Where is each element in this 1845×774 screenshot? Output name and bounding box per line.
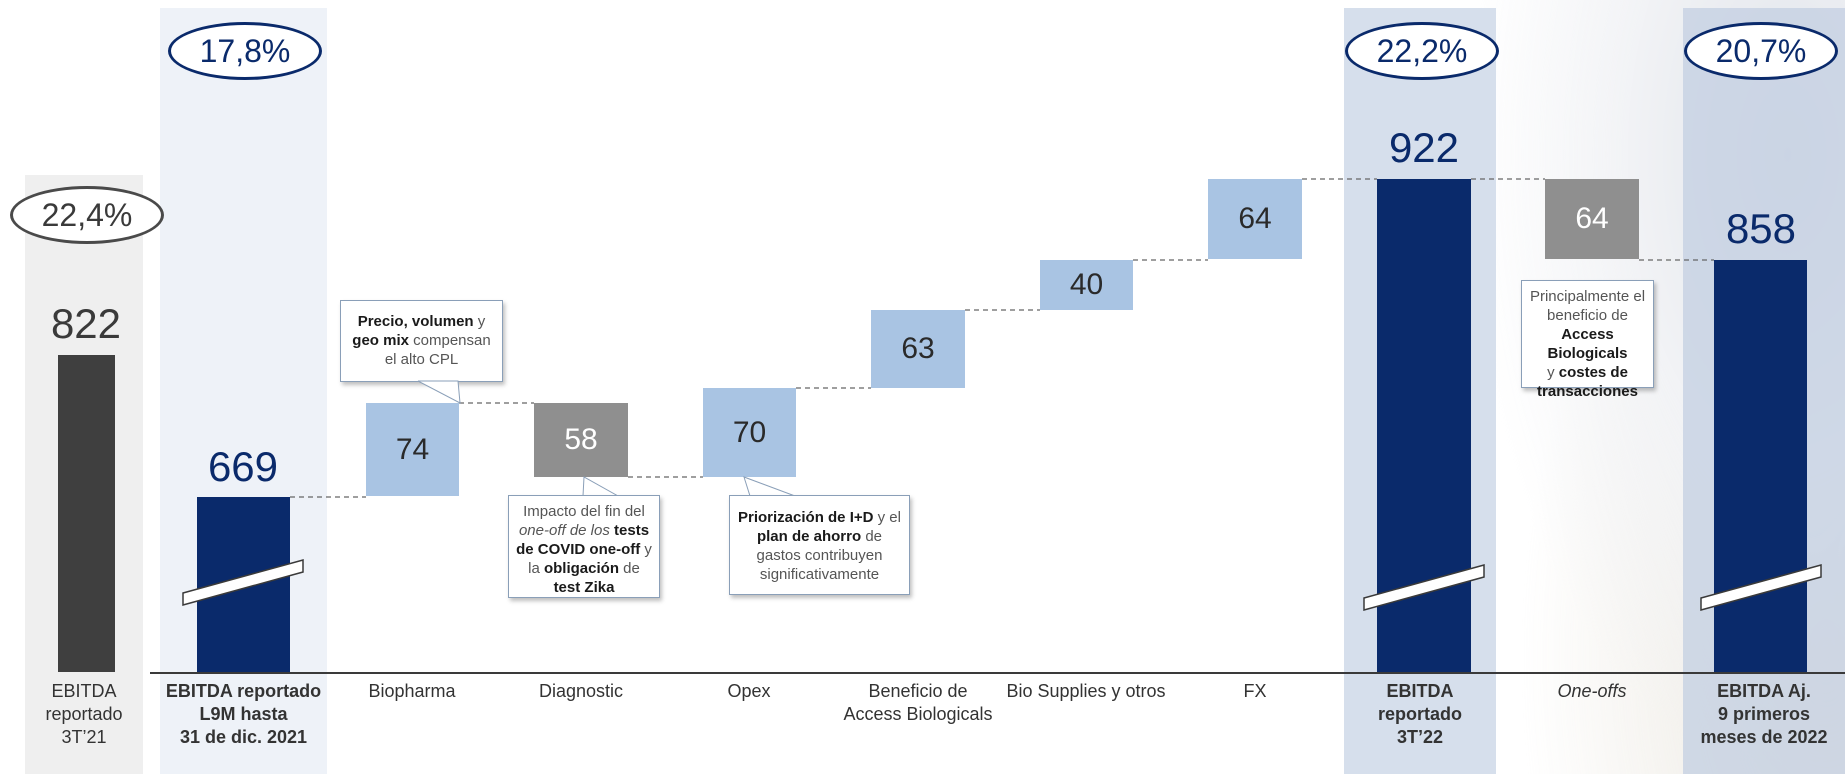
x-axis: [150, 672, 1845, 674]
category-diagnostic: Diagnostic: [538, 681, 624, 701]
axis-break-3t22: [1363, 564, 1485, 611]
value-diagnostic: 58: [564, 423, 598, 456]
axis-break-marks: [182, 559, 1822, 611]
callout-biopharma: Precio, volumen y geo mix compensan el a…: [340, 300, 503, 382]
axis-break-l9m: [182, 559, 304, 606]
callout-diagnostic: Impacto del fin del one-off de los tests…: [508, 495, 660, 598]
value-access-biologicals: 63: [901, 332, 935, 365]
step-access-biologicals: 63: [871, 310, 965, 388]
value-ebitda-3t22: 922: [1388, 124, 1460, 171]
category-access-biologicals: Beneficio de Access Biologicals: [843, 681, 993, 724]
step-biopharma: 74: [366, 403, 459, 496]
margin-badge-3t21: 22,4%: [10, 186, 164, 244]
value-bio-supplies: 40: [1069, 268, 1104, 301]
step-opex: 70: [703, 388, 796, 477]
value-ebitda-aj: 858: [1725, 205, 1797, 252]
step-diagnostic: 58: [534, 403, 628, 477]
axis-break-aj: [1700, 564, 1822, 611]
value-ebitda-3t21: 822: [50, 300, 122, 347]
step-bio-supplies: 40: [1040, 260, 1133, 310]
value-opex: 70: [732, 415, 767, 449]
margin-badge-3t22: 22,2%: [1345, 22, 1499, 80]
step-fx: 64: [1208, 179, 1302, 259]
value-ebitda-l9m: 669: [207, 443, 279, 490]
pointer-diagnostic: [582, 476, 620, 497]
bar-ebitda-3t21: [58, 355, 115, 672]
category-fx: FX: [1243, 681, 1267, 701]
pointer-opex: [743, 476, 796, 497]
callout-one-offs: Principalmente el beneficio de Access Bi…: [1521, 280, 1654, 400]
category-ebitda-3t21: EBITDA reportado 3T’21: [45, 681, 123, 747]
connector-lines: [290, 178, 1714, 498]
category-ebitda-aj: EBITDA Aj. 9 primeros meses de 2022: [1700, 681, 1828, 747]
category-opex: Opex: [727, 681, 771, 701]
step-one-offs: 64: [1545, 179, 1639, 259]
margin-badge-aj: 20,7%: [1684, 22, 1838, 80]
callout-opex: Priorización de I+D y el plan de ahorro …: [729, 495, 910, 595]
category-biopharma: Biopharma: [368, 681, 456, 701]
category-one-offs: One-offs: [1557, 681, 1627, 701]
bar-ebitda-aj: [1714, 260, 1807, 672]
category-ebitda-l9m: EBITDA reportado L9M hasta 31 de dic. 2021: [165, 681, 322, 747]
margin-badge-l9m: 17,8%: [168, 22, 322, 80]
value-fx: 64: [1238, 202, 1272, 235]
value-one-offs: 64: [1575, 202, 1609, 235]
pointer-biopharma: [417, 380, 461, 404]
value-biopharma: 74: [395, 432, 430, 466]
category-ebitda-3t22: EBITDA reportado 3T’22: [1377, 681, 1462, 747]
category-bio-supplies: Bio Supplies y otros: [1006, 681, 1166, 701]
